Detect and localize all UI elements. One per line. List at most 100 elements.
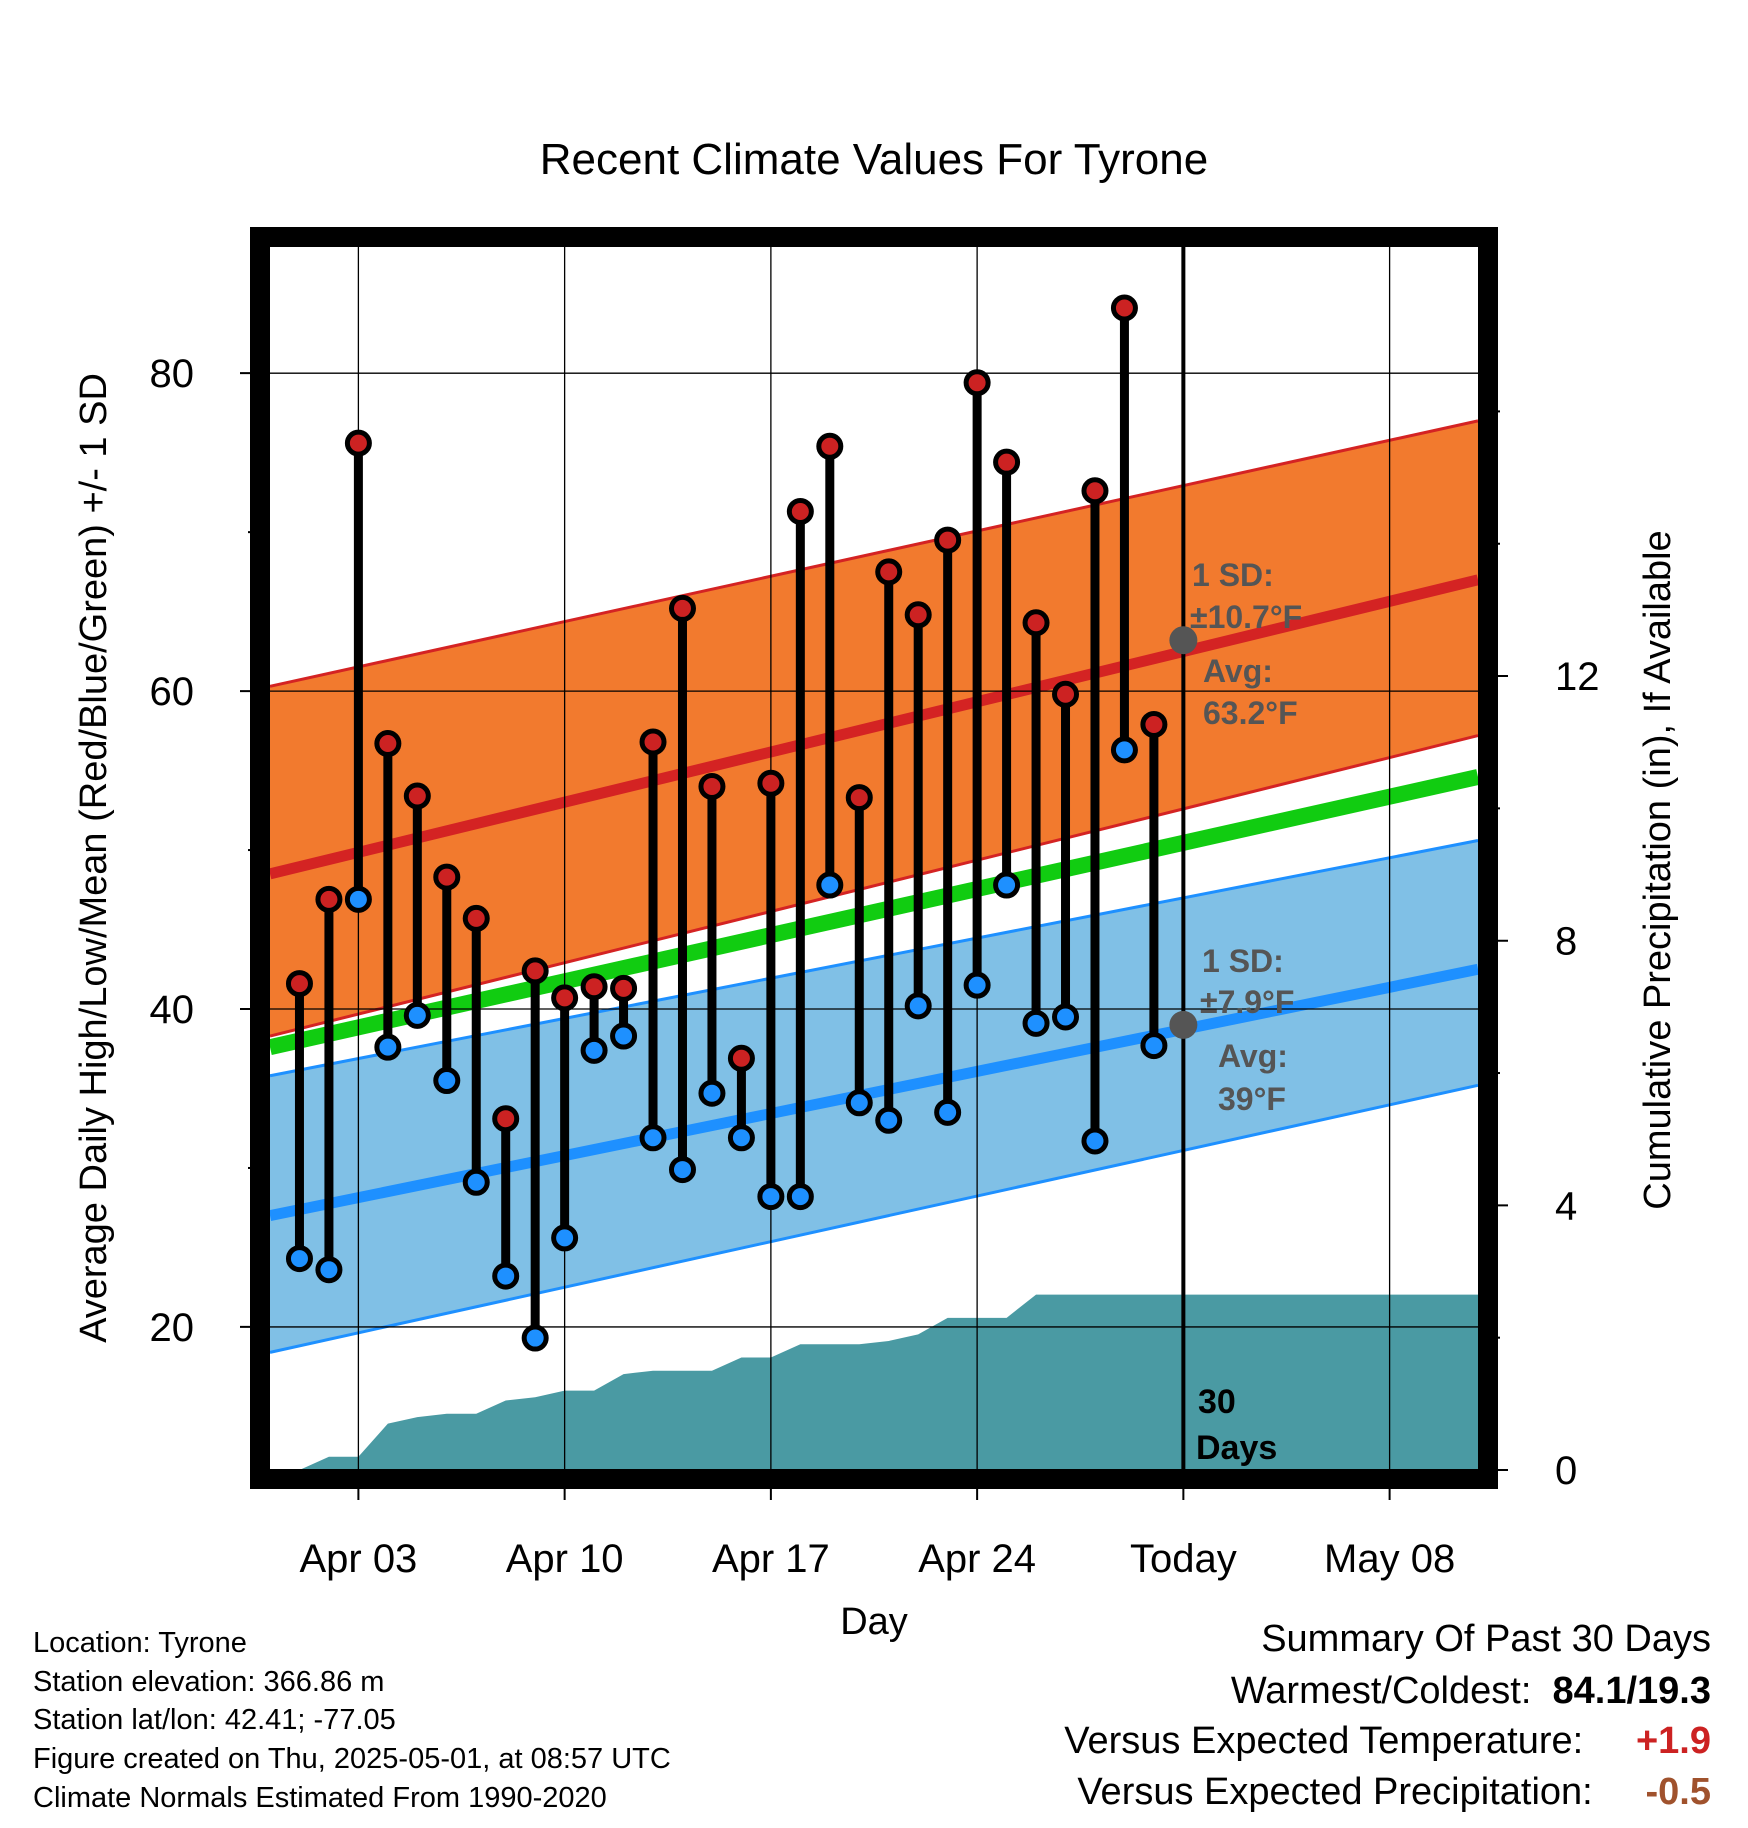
low-point: [521, 1324, 549, 1352]
elevation-text: Station elevation: 366.86 m: [33, 1666, 385, 1698]
days-word-label: Days: [1196, 1429, 1277, 1467]
high-point: [904, 601, 932, 629]
low-point: [875, 1106, 903, 1134]
high-point: [610, 974, 638, 1002]
high-point: [403, 782, 431, 810]
low-sd-band-upper-edge: [269, 839, 1479, 1078]
high-point: [315, 885, 343, 913]
precip-label: Versus Expected Precipitation:: [1077, 1771, 1593, 1813]
summary-title: Summary Of Past 30 Days: [1261, 1618, 1711, 1660]
high-point: [963, 369, 991, 397]
low-avg-label: Avg:: [1218, 1038, 1288, 1074]
high-point: [1140, 710, 1168, 738]
high-point: [462, 904, 490, 932]
high-point: [875, 558, 903, 586]
high-point: [698, 772, 726, 800]
created-text: Figure created on Thu, 2025-05-01, at 08…: [33, 1743, 671, 1775]
high-avg-label: Avg:: [1203, 653, 1273, 689]
y-axis-label: Average Daily High/Low/Mean (Red/Blue/Gr…: [73, 373, 115, 1343]
high-avg-value: 63.2°F: [1203, 695, 1298, 731]
y2-tick-label: 0: [1555, 1449, 1577, 1493]
x-tick-label: Apr 24: [918, 1537, 1036, 1581]
low-point: [462, 1168, 490, 1196]
low-point: [934, 1098, 962, 1126]
low-point: [963, 971, 991, 999]
low-point: [1140, 1032, 1168, 1060]
low-point: [433, 1067, 461, 1095]
low-point: [816, 871, 844, 899]
low-point: [403, 1001, 431, 1029]
low-point: [492, 1262, 520, 1290]
high-point: [934, 526, 962, 554]
x-axis-label: Day: [840, 1601, 908, 1643]
y-tick-label: 80: [150, 352, 195, 396]
high-point: [551, 984, 579, 1012]
warmest-value: 84.1/19.3: [1552, 1670, 1711, 1712]
low-point: [1081, 1127, 1109, 1155]
high-normal-line: [268, 574, 1480, 880]
y2-tick-label: 8: [1555, 920, 1577, 964]
y2-tick-label: 4: [1555, 1184, 1577, 1228]
low-point: [344, 885, 372, 913]
low-point: [698, 1079, 726, 1107]
high-point: [845, 784, 873, 812]
high-point: [433, 863, 461, 891]
y2-tick-label: 12: [1555, 655, 1600, 699]
today-high-avg-marker: [1169, 626, 1198, 655]
low-point: [757, 1183, 785, 1211]
x-tick-label: Apr 10: [506, 1537, 624, 1581]
summary-warmest-row: Warmest/Coldest: 84.1/19.3: [1231, 1670, 1711, 1713]
high-point: [1022, 609, 1050, 637]
high-point: [1110, 294, 1138, 322]
x-tick-label: Today: [1130, 1537, 1237, 1581]
mean-normal-line: [268, 769, 1480, 1055]
plot-area: 1 SD: ±10.7°F Avg: 63.2°F 1 SD: ±7.9°F Avg: 39°…: [250, 227, 1498, 1489]
high-point: [521, 957, 549, 985]
chart-title: Recent Climate Values For Tyrone: [540, 135, 1208, 184]
high-sd-value: ±10.7°F: [1190, 599, 1302, 635]
high-sd-band-upper-edge: [269, 419, 1479, 688]
low-point: [786, 1183, 814, 1211]
x-tick-label: Apr 03: [299, 1537, 417, 1581]
normals-text: Climate Normals Estimated From 1990-2020: [33, 1782, 607, 1814]
high-point: [786, 497, 814, 525]
high-point: [344, 429, 372, 457]
high-sd-label: 1 SD:: [1192, 557, 1274, 593]
low-point: [315, 1256, 343, 1284]
warmest-label: Warmest/Coldest:: [1230, 1670, 1532, 1712]
high-sd-band-lower-edge: [269, 734, 1479, 1038]
low-sd-value: ±7.9°F: [1200, 984, 1294, 1020]
y2-axis-label: Cumulative Precipitation (in), If Availa…: [1637, 530, 1679, 1209]
low-point: [668, 1156, 696, 1184]
precipitation-area: [299, 1294, 1479, 1470]
precip-value: -0.5: [1645, 1771, 1711, 1813]
latlon-text: Station lat/lon: 42.41; -77.05: [33, 1704, 396, 1736]
today-low-avg-marker: [1169, 1010, 1198, 1039]
low-avg-value: 39°F: [1218, 1081, 1286, 1117]
high-point: [374, 730, 402, 758]
high-point: [285, 970, 313, 998]
high-point: [993, 448, 1021, 476]
low-point: [1052, 1003, 1080, 1031]
low-point: [551, 1224, 579, 1252]
low-point: [845, 1089, 873, 1117]
temp-label: Versus Expected Temperature:: [1064, 1720, 1584, 1762]
y-tick-label: 40: [150, 988, 195, 1032]
high-point: [816, 432, 844, 460]
low-sd-label: 1 SD:: [1202, 943, 1284, 979]
high-point: [727, 1044, 755, 1072]
high-point: [757, 769, 785, 797]
high-point: [639, 728, 667, 756]
low-point: [374, 1033, 402, 1061]
summary-precip-row: Versus Expected Precipitation: -0.5: [1077, 1771, 1711, 1814]
low-point: [639, 1124, 667, 1152]
high-point: [668, 594, 696, 622]
low-point: [727, 1124, 755, 1152]
location-text: Location: Tyrone: [33, 1627, 247, 1659]
high-point: [492, 1105, 520, 1133]
low-point: [993, 871, 1021, 899]
high-point: [580, 973, 608, 1001]
high-point: [1052, 680, 1080, 708]
x-tick-label: Apr 17: [712, 1537, 830, 1581]
